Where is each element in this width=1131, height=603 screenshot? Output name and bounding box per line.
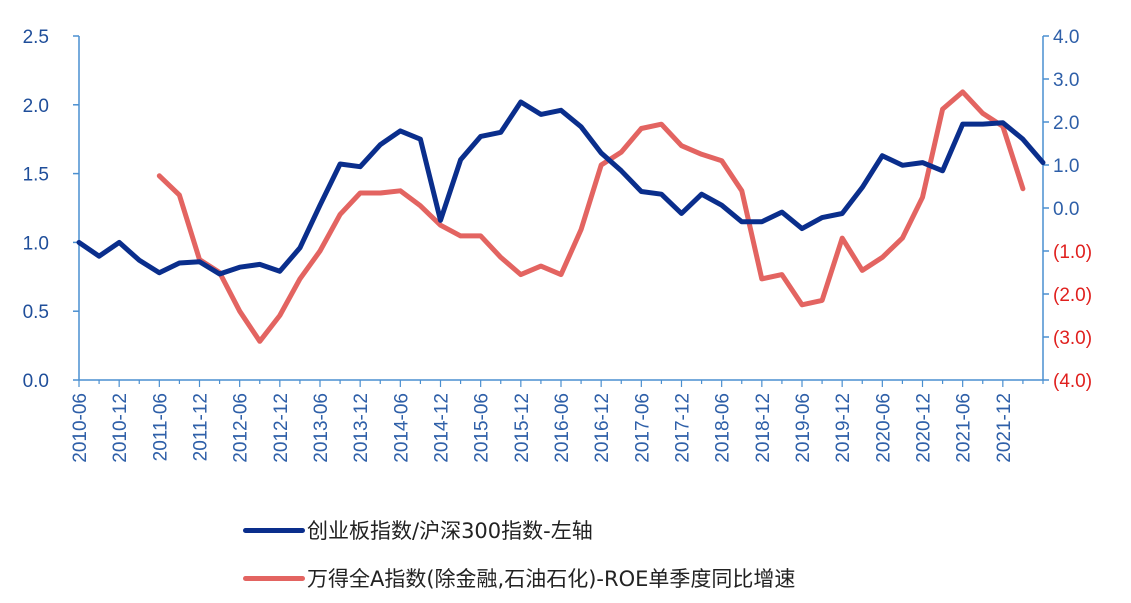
right-tick-label: (4.0) bbox=[1053, 371, 1092, 392]
right-tick-label: (3.0) bbox=[1053, 328, 1092, 349]
x-tick-label: 2014-06 bbox=[391, 393, 412, 463]
series-layer bbox=[76, 89, 1046, 344]
x-tick-label: 2021-06 bbox=[954, 393, 975, 463]
right-tick-label: 4.0 bbox=[1053, 27, 1079, 48]
legend-item-1: 创业板指数/沪深300指数-左轴 bbox=[243, 515, 593, 545]
left-tick-label: 0.5 bbox=[23, 302, 49, 323]
x-tick-label: 2020-12 bbox=[914, 393, 935, 463]
left-tick-label: 1.0 bbox=[23, 233, 49, 254]
series-line-chinext-hs300-ratio bbox=[76, 99, 1046, 277]
left-tick-label: 0.0 bbox=[23, 371, 49, 392]
series-line-roe-growth bbox=[156, 89, 1026, 344]
x-tick-label: 2015-12 bbox=[512, 393, 533, 463]
x-tick-label: 2010-06 bbox=[70, 393, 91, 463]
x-tick-label: 2018-12 bbox=[753, 393, 774, 463]
right-tick-label: (1.0) bbox=[1053, 242, 1092, 263]
right-tick-label: 3.0 bbox=[1053, 70, 1079, 91]
x-tick-label: 2013-06 bbox=[311, 393, 332, 463]
legend-swatch-1 bbox=[243, 527, 305, 533]
legend-swatch-2 bbox=[243, 575, 305, 581]
x-tick-label: 2010-12 bbox=[110, 393, 131, 463]
left-tick-label: 2.5 bbox=[23, 27, 49, 48]
x-tick-label: 2017-12 bbox=[673, 393, 694, 463]
left-tick-label: 1.5 bbox=[23, 165, 49, 186]
x-tick-label: 2011-12 bbox=[191, 393, 212, 461]
x-tick-label: 2011-06 bbox=[150, 393, 171, 461]
legend-item-2: 万得全A指数(除金融,石油石化)-ROE单季度同比增速 bbox=[243, 563, 795, 593]
right-tick-label: 2.0 bbox=[1053, 113, 1079, 134]
right-tick-label: 1.0 bbox=[1053, 156, 1079, 177]
x-tick-label: 2020-06 bbox=[873, 393, 894, 463]
x-tick-label: 2012-06 bbox=[231, 393, 252, 463]
legend-label-2: 万得全A指数(除金融,石油石化)-ROE单季度同比增速 bbox=[307, 567, 796, 591]
x-tick-label: 2019-12 bbox=[833, 393, 854, 463]
right-tick-label: 0.0 bbox=[1053, 199, 1079, 220]
x-axis-ticks: 2010-06 2010-12 2011-06 2011-12 2012-06 2012-… bbox=[70, 380, 1044, 463]
left-axis-ticks: 0.0 0.5 1.0 1.5 2.0 2.5 bbox=[23, 27, 79, 392]
x-tick-label: 2013-12 bbox=[351, 393, 372, 463]
right-tick-label: (2.0) bbox=[1053, 285, 1092, 306]
x-tick-label: 2017-06 bbox=[632, 393, 653, 463]
x-tick-label: 2016-12 bbox=[592, 393, 613, 463]
x-tick-label: 2014-12 bbox=[432, 393, 453, 463]
x-tick-label: 2012-12 bbox=[271, 393, 292, 463]
x-tick-label: 2015-06 bbox=[472, 393, 493, 463]
x-tick-label: 2018-06 bbox=[713, 393, 734, 463]
x-tick-label: 2016-06 bbox=[552, 393, 573, 463]
legend-label-1: 创业板指数/沪深300指数-左轴 bbox=[307, 519, 593, 543]
x-tick-label: 2021-12 bbox=[994, 393, 1015, 463]
left-tick-label: 2.0 bbox=[23, 96, 49, 117]
axes bbox=[78, 36, 1044, 381]
x-tick-label: 2019-06 bbox=[793, 393, 814, 463]
right-axis-ticks: (4.0) (3.0) (2.0) (1.0) 0.0 1.0 2.0 3.0 4.0 bbox=[1043, 27, 1092, 392]
